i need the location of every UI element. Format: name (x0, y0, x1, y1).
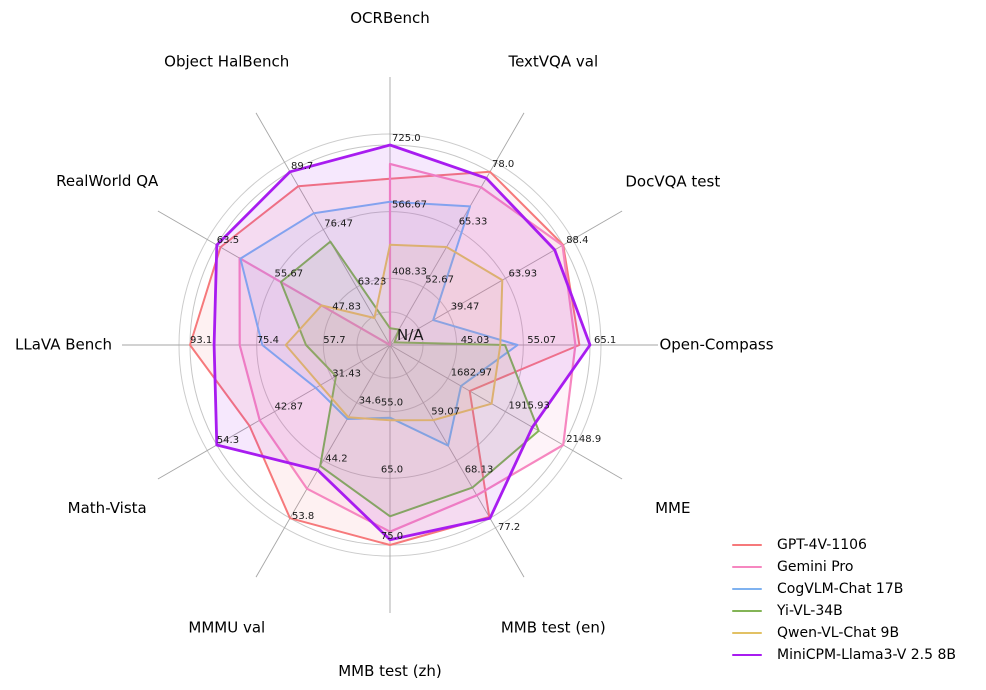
tick-label-realworld-qa-2: 47.83 (332, 302, 361, 313)
tick-label-docvqa-test-0: 88.4 (566, 235, 588, 246)
tick-label-mme-1: 1915.93 (509, 401, 550, 412)
tick-label-open-compass-1: 55.07 (527, 335, 556, 346)
legend-item-label: MiniCPM-Llama3-V 2.5 8B (777, 647, 956, 663)
axis-title-realworld-qa: RealWorld QA (56, 172, 159, 190)
tick-label-ocrbench-1: 566.67 (392, 200, 427, 211)
tick-label-realworld-qa-1: 55.67 (275, 268, 304, 279)
series-line-cogvlm-chat-17b (239, 200, 519, 447)
tick-label-docvqa-test-2: 39.47 (451, 302, 480, 313)
tick-label-ocrbench-0: 725.0 (392, 133, 421, 144)
legend-item-yi-vl-34b: Yi-VL-34B (728, 600, 956, 622)
tick-label-textvqa-val-1: 65.33 (459, 217, 488, 228)
axis-title-open-compass: Open-Compass (659, 336, 773, 354)
tick-label-math-vista-0: 54.3 (217, 435, 239, 446)
series-fill-gemini-pro (239, 163, 576, 532)
legend-line-icon (732, 632, 762, 634)
tick-label-llava-bench-1: 75.4 (257, 335, 279, 346)
tick-label-docvqa-test-1: 63.93 (509, 268, 538, 279)
tick-label-llava-bench-2: 57.7 (323, 335, 345, 346)
axis-line-textvqa-val (389, 112, 525, 346)
tick-label-textvqa-val-2: 52.67 (425, 274, 454, 285)
legend-item-label: Gemini Pro (777, 559, 854, 575)
axis-line-object-halbench (255, 112, 391, 346)
tick-label-mmb-test-en-2: 59.07 (431, 407, 460, 418)
tick-label-math-vista-1: 42.87 (275, 402, 304, 413)
legend-item-label: Yi-VL-34B (777, 603, 843, 619)
tick-label-llava-bench-0: 93.1 (190, 335, 212, 346)
axis-line-mmb-test-en (389, 344, 525, 578)
tick-label-object-halbench-2: 63.23 (358, 276, 387, 287)
axis-line-docvqa-test (389, 210, 623, 346)
tick-label-mmb-test-zh-1: 65.0 (381, 464, 403, 475)
axis-title-llava-bench: LLaVA Bench (15, 336, 112, 354)
legend-item-gemini-pro: Gemini Pro (728, 556, 956, 578)
tick-label-mmb-test-en-1: 68.13 (465, 465, 494, 476)
axis-line-mmmu-val (255, 344, 391, 578)
axis-title-mmmu-val: MMMU val (188, 618, 265, 636)
axis-title-ocrbench: OCRBench (350, 9, 429, 27)
tick-label-ocrbench-2: 408.33 (392, 266, 427, 277)
axis-line-math-vista (157, 344, 391, 480)
legend-line-icon (732, 544, 762, 546)
axis-title-textvqa-val: TextVQA val (507, 53, 598, 71)
legend-item-gpt-4v-1106: GPT-4V-1106 (728, 534, 956, 556)
center-na-label: N/A (397, 326, 424, 344)
tick-label-mme-0: 2148.9 (566, 434, 601, 445)
legend-item-label: GPT-4V-1106 (777, 537, 867, 553)
series-fill-cogvlm-chat-17b (240, 201, 518, 446)
axis-title-docvqa-test: DocVQA test (625, 172, 720, 190)
tick-label-mmmu-val-0: 53.8 (292, 511, 314, 522)
series-line-yi-vl-34b (279, 240, 540, 518)
axis-title-object-halbench: Object HalBench (164, 53, 289, 71)
legend-line-icon (732, 653, 762, 657)
tick-label-object-halbench-1: 76.47 (324, 219, 353, 230)
legend-item-label: Qwen-VL-Chat 9B (777, 625, 900, 641)
legend-line-icon (732, 565, 762, 569)
tick-label-mme-2: 1682.97 (451, 367, 492, 378)
legend-line-icon (732, 588, 762, 590)
tick-label-open-compass-2: 45.03 (461, 335, 490, 346)
legend-item-label: CogVLM-Chat 17B (777, 581, 904, 597)
tick-label-textvqa-val-0: 78.0 (492, 159, 514, 170)
tick-label-object-halbench-0: 89.7 (291, 161, 313, 172)
tick-label-realworld-qa-0: 63.5 (217, 235, 239, 246)
tick-label-mmmu-val-1: 44.2 (325, 454, 347, 465)
series-line-qwen-vl-chat-9b (284, 243, 504, 422)
tick-label-mmmu-val-2: 34.6 (359, 396, 381, 407)
axis-title-math-vista: Math-Vista (68, 499, 147, 517)
series-fill-minicpm-llama3-v-2-5-8b (214, 145, 590, 540)
series-line-minicpm-llama3-v-2-5-8b (212, 143, 592, 542)
tick-label-math-vista-2: 31.43 (332, 368, 361, 379)
tick-label-open-compass-0: 65.1 (594, 335, 616, 346)
axis-title-mme: MME (655, 499, 690, 517)
axis-line-mme (389, 344, 623, 480)
tick-label-mmb-test-zh-2: 55.0 (381, 398, 403, 409)
series-fill-gpt-4v-1106 (190, 171, 580, 546)
legend-item-cogvlm-chat-17b: CogVLM-Chat 17B (728, 578, 956, 600)
tick-label-mmb-test-zh-0: 75.0 (381, 531, 403, 542)
legend-item-qwen-vl-chat-9b: Qwen-VL-Chat 9B (728, 622, 956, 644)
legend-line-icon (732, 610, 762, 612)
axis-title-mmb-test-en: MMB test (en) (501, 618, 606, 636)
tick-label-mmb-test-en-0: 77.2 (498, 522, 520, 533)
series-fill-qwen-vl-chat-9b (285, 244, 503, 421)
legend: GPT-4V-1106 Gemini Pro CogVLM-Chat 17B Yi-V… (728, 534, 956, 666)
legend-item-minicpm-llama3-v-2-5-8b: MiniCPM-Llama3-V 2.5 8B (728, 644, 956, 666)
axis-title-mmb-test-zh: MMB test (zh) (338, 662, 442, 680)
